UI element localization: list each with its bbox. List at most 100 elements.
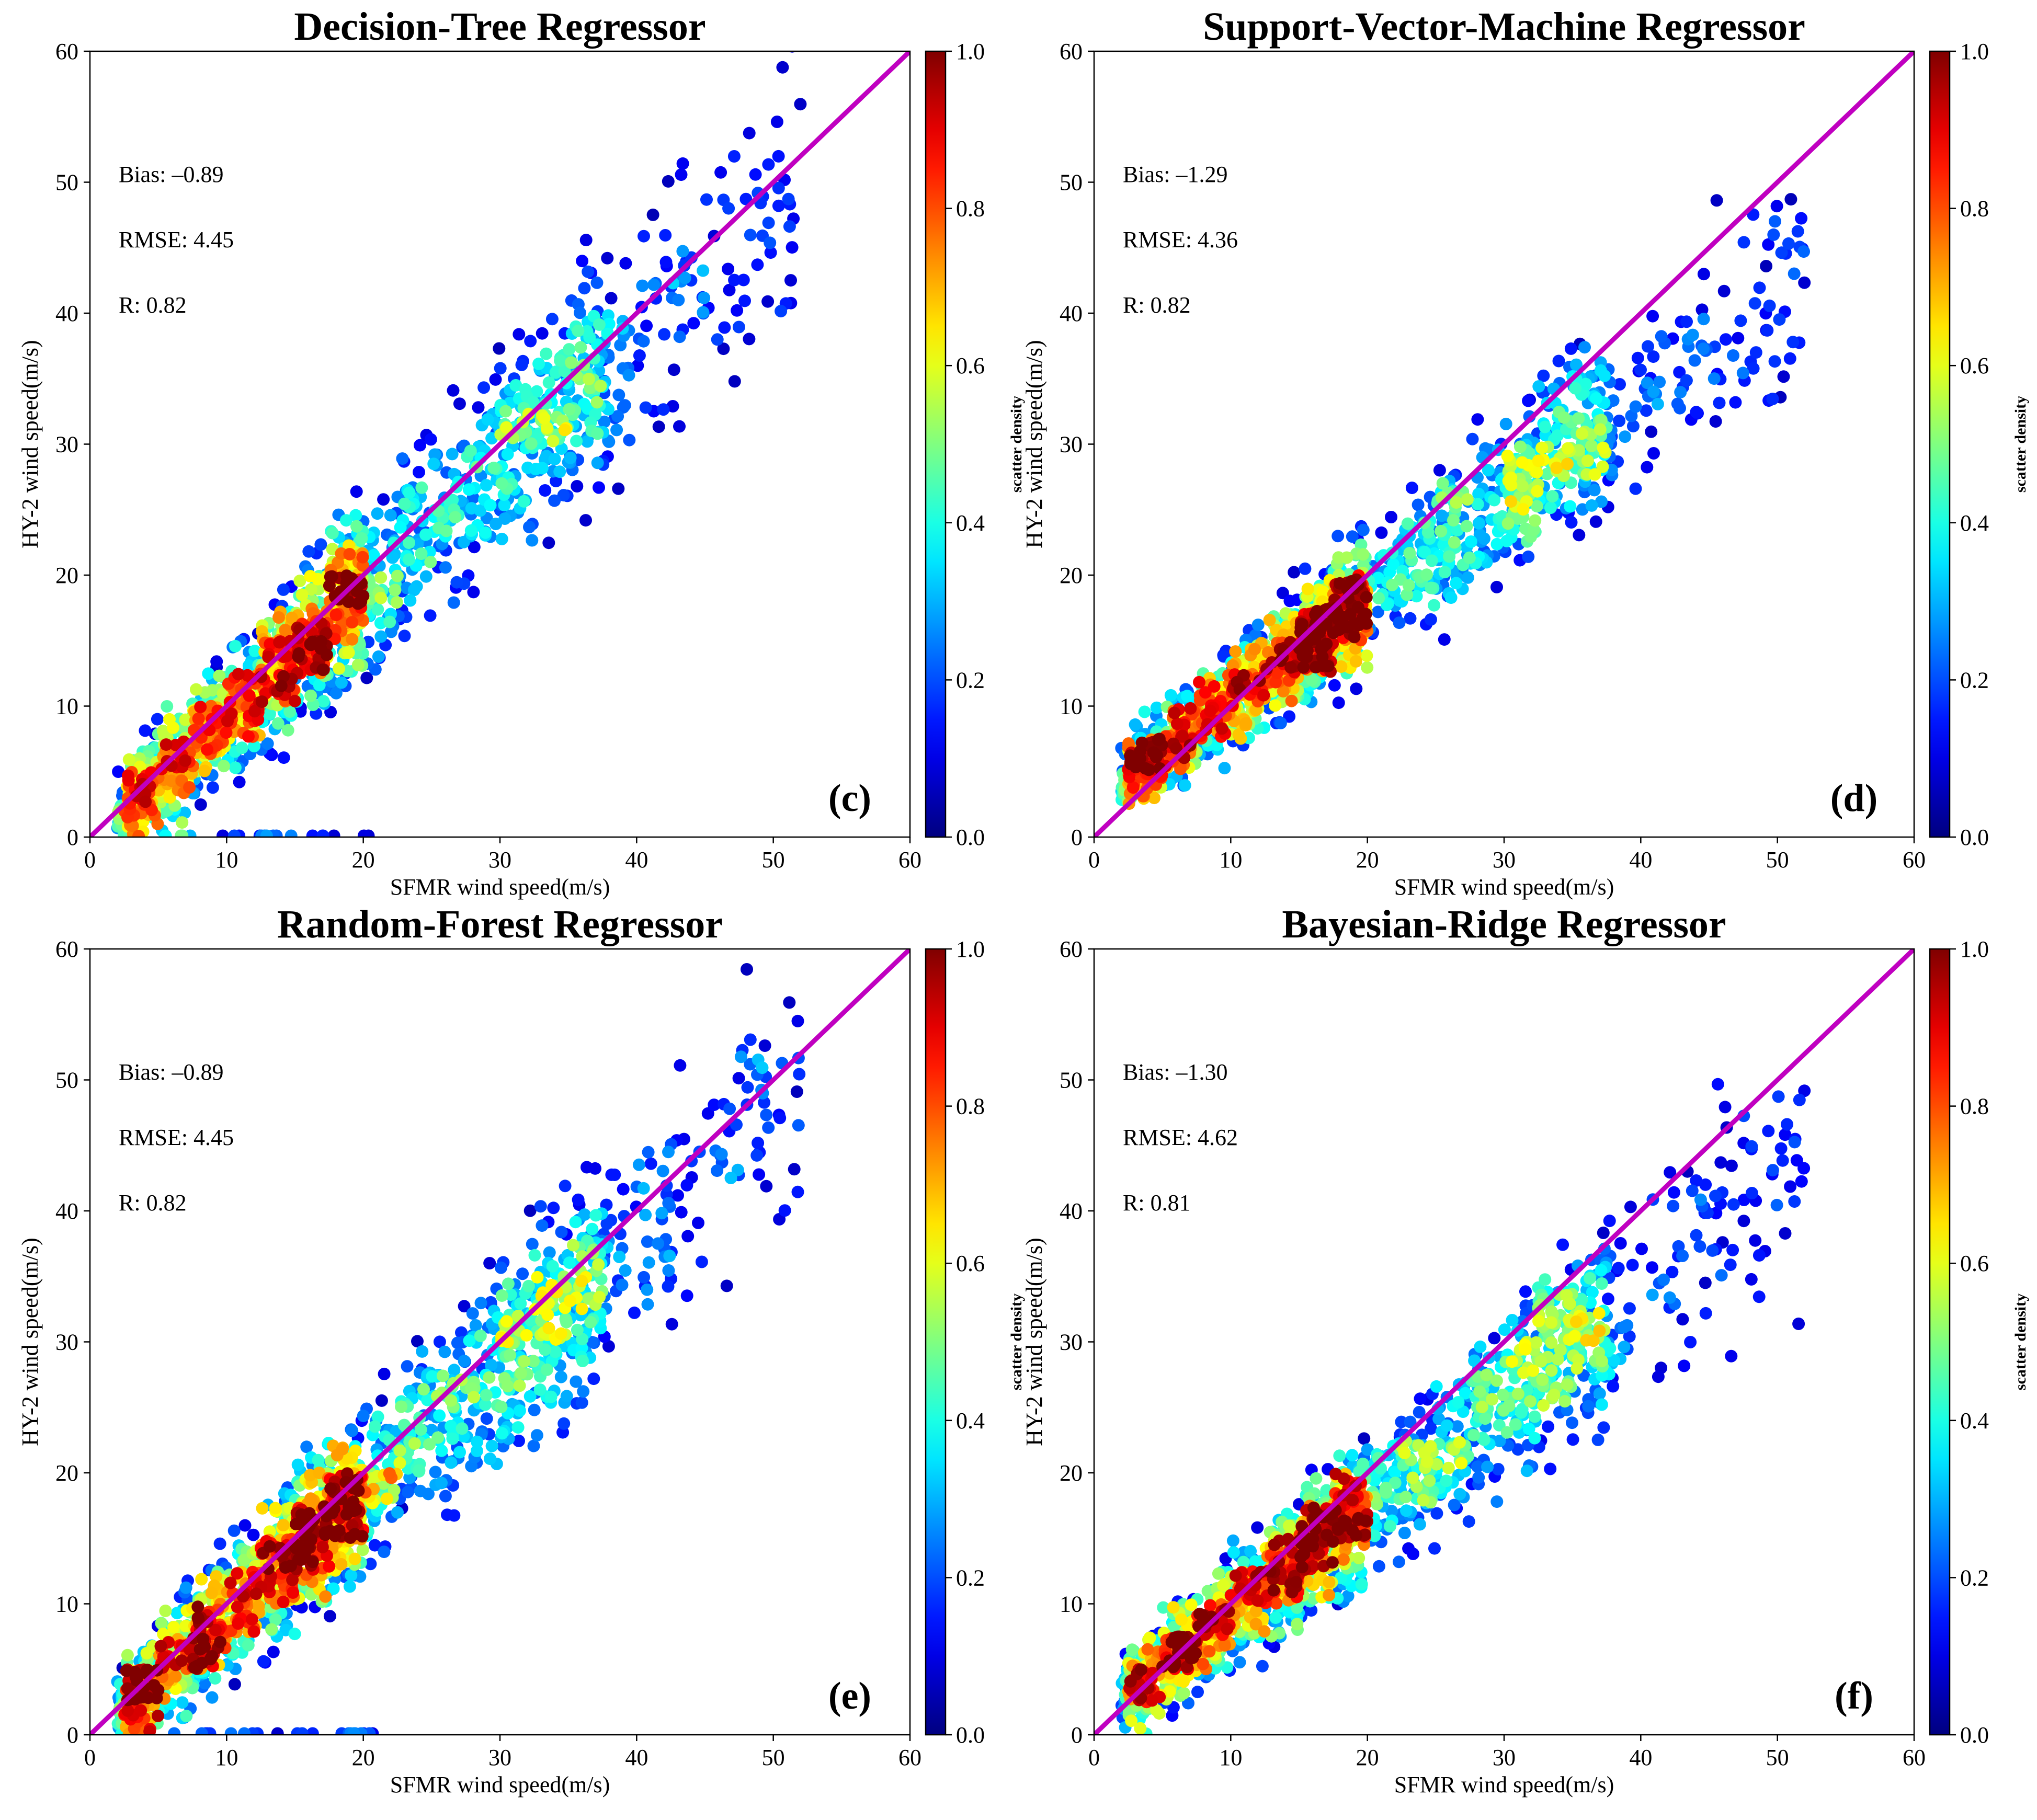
scatter-point [723, 1102, 736, 1115]
scatter-point [194, 701, 207, 714]
scatter-point [1514, 440, 1527, 453]
scatter-point [1770, 200, 1783, 213]
scatter-point [433, 1409, 446, 1422]
scatter-point [368, 1539, 381, 1552]
scatter-point [1229, 645, 1242, 658]
scatter-point [1193, 676, 1205, 689]
scatter-point [554, 354, 567, 367]
scatter-point [327, 829, 340, 837]
scatter-point [1727, 349, 1739, 362]
scatter-point [350, 485, 363, 498]
scatter-point [1460, 520, 1473, 533]
scatter-point [617, 1183, 630, 1196]
scatter-point [1438, 633, 1451, 646]
scatter-point [415, 547, 428, 560]
y-tick-label: 50 [1060, 170, 1083, 196]
scatter-point [571, 480, 584, 493]
scatter-point [576, 1355, 589, 1367]
scatter-point [446, 448, 459, 461]
scatter-point [1444, 591, 1458, 604]
scatter-point [1783, 352, 1796, 365]
scatter-point [714, 166, 727, 179]
scatter-point [295, 1727, 309, 1735]
scatter-point [480, 479, 493, 492]
scatter-point [302, 545, 315, 558]
scatter-point [558, 364, 571, 377]
scatter-point [594, 380, 607, 393]
scatter-point [346, 616, 359, 629]
scatter-point [264, 638, 277, 651]
scatter-point [1769, 215, 1781, 228]
scatter-point [487, 462, 500, 474]
scatter-point [1348, 631, 1361, 644]
scatter-point [1269, 676, 1282, 689]
scatter-point [248, 705, 261, 718]
scatter-point [554, 1327, 567, 1340]
scatter-point [323, 1610, 336, 1623]
scatter-point [1463, 551, 1476, 564]
scatter-point [264, 707, 276, 720]
y-tick-label: 60 [55, 39, 78, 64]
scatter-point [542, 1322, 555, 1335]
scatter-point [1749, 346, 1762, 359]
scatter-point [1349, 655, 1362, 668]
scatter-point [314, 538, 327, 551]
scatter-point [261, 737, 274, 750]
scatter-point [269, 1613, 282, 1626]
scatter-point [1686, 328, 1699, 341]
scatter-point [372, 650, 385, 663]
scatter-point [1651, 397, 1664, 410]
panel-tag: (d) [1830, 777, 1877, 820]
scatter-point [1433, 464, 1446, 477]
scatter-point [793, 1068, 806, 1081]
scatter-point [1299, 562, 1312, 575]
scatter-point [554, 1370, 567, 1383]
scatter-point [619, 257, 632, 270]
scatter-point [533, 1383, 547, 1396]
scatter-point [560, 1315, 573, 1329]
scatter-point [569, 1216, 582, 1229]
scatter-point [1269, 699, 1282, 712]
scatter-point [383, 1467, 396, 1480]
scatter-point [642, 1256, 655, 1269]
scatter-point [579, 234, 593, 247]
scatter-point [1532, 380, 1545, 393]
scatter-point [1488, 494, 1501, 507]
scatter-point [1401, 517, 1414, 530]
scatter-point [229, 761, 242, 774]
scatter-point [734, 1050, 747, 1063]
scatter-point [1135, 736, 1148, 749]
scatter-point [711, 1164, 724, 1177]
scatter-point [738, 294, 751, 307]
scatter-point [1697, 313, 1710, 326]
scatter-point [248, 740, 260, 752]
scatter-point [423, 1438, 436, 1451]
scatter-point [429, 1466, 442, 1479]
scatter-point [1645, 425, 1658, 438]
scatter-point [628, 1306, 641, 1319]
scatter-point [1490, 580, 1503, 593]
scatter-point [438, 1345, 451, 1358]
scatter-point [662, 1280, 675, 1293]
scatter-point [531, 1270, 544, 1284]
scatter-point [794, 98, 807, 111]
scatter-point [242, 659, 255, 672]
scatter-point [1305, 673, 1318, 686]
scatter-point [403, 536, 415, 550]
scatter-point [458, 1300, 471, 1313]
scatter-point [744, 228, 757, 242]
scatter-point [383, 615, 396, 628]
colorbar-tick-label: 1.0 [956, 39, 985, 64]
scatter-point [538, 412, 551, 425]
scatter-point [1552, 354, 1565, 368]
scatter-point [662, 1264, 675, 1277]
scatter-point [1561, 442, 1574, 455]
scatter-point [272, 611, 285, 624]
scatter-point [592, 1258, 605, 1271]
panel-1: 0 10 20 30 40 50 600102030405060Support-Vector… [1021, 5, 2029, 900]
scatter-point [1798, 276, 1811, 289]
scatter-point [160, 738, 173, 751]
scatter-point [1546, 490, 1559, 503]
scatter-point [589, 1209, 602, 1222]
scatter-point [345, 1569, 358, 1582]
